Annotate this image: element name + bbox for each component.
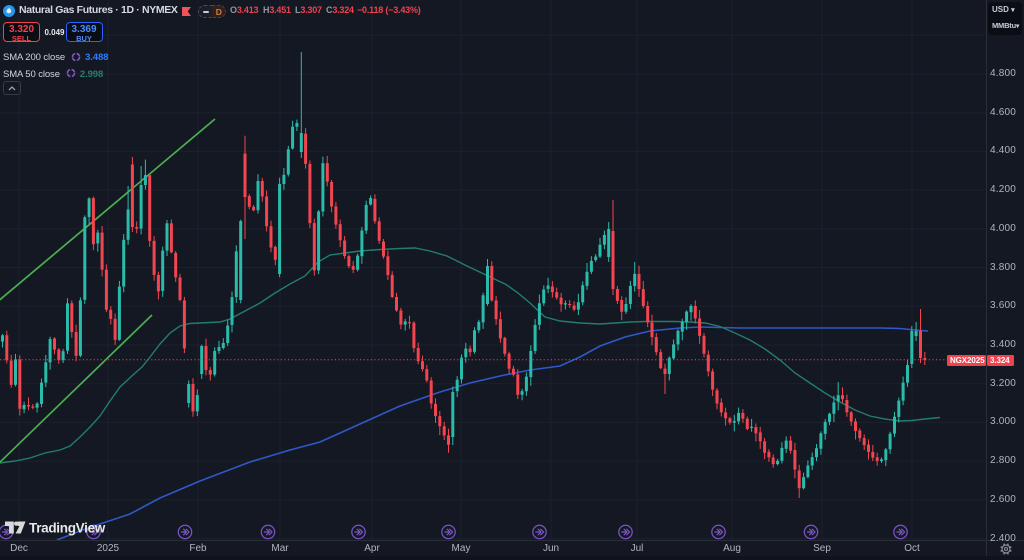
svg-text:TradingView: TradingView (29, 521, 106, 536)
